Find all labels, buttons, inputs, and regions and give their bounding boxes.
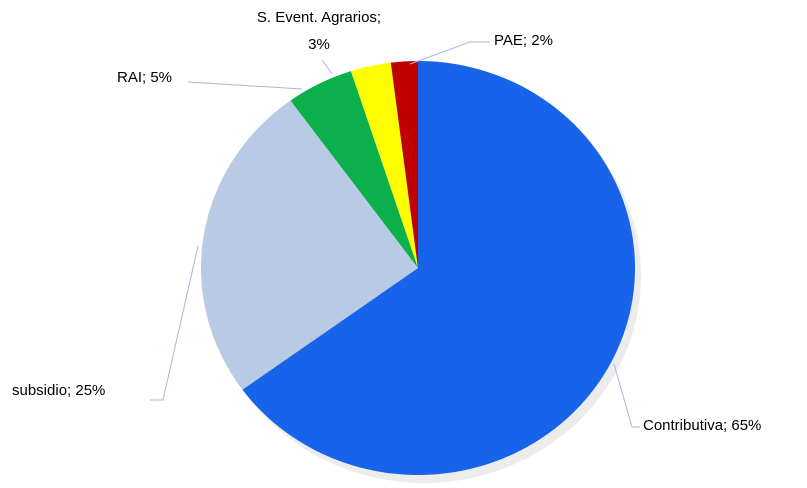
pie-slice (242, 61, 636, 476)
data-label: Contributiva; 65% (643, 417, 762, 434)
leader-line (321, 59, 333, 75)
pie-slice (290, 71, 418, 268)
leader-line (150, 245, 199, 401)
data-label: PAE; 2% (494, 32, 553, 49)
pie-slice (390, 61, 418, 268)
leader-line (613, 363, 640, 428)
pie-slice (201, 100, 418, 390)
data-label: subsidio; 25% (12, 382, 106, 399)
slices (201, 61, 636, 476)
leader-line (187, 81, 303, 90)
data-label: S. Event. Agrarios; 3% (256, 9, 382, 53)
pie-slice (350, 62, 418, 268)
data-label: RAI; 5% (117, 69, 173, 86)
leader-line (409, 41, 490, 65)
